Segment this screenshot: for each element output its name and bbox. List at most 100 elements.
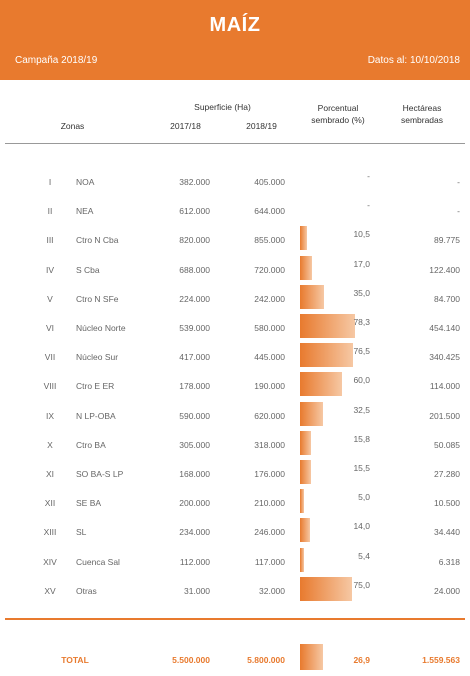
zone-number: I: [48, 177, 52, 187]
table-row: XIII SL 234.000 246.000 14,0 34.440: [0, 518, 470, 543]
pct-value: 5,4: [358, 550, 370, 561]
surface-2018: 720.000: [254, 264, 285, 275]
pct-bar: [300, 547, 304, 572]
zonas-header: Zonas: [60, 121, 85, 131]
pct-value: 15,8: [353, 433, 370, 444]
surface-2018: 405.000: [254, 177, 285, 187]
zone-name: Otras: [76, 585, 97, 596]
hectares-sown: 84.700: [434, 293, 460, 304]
surface-2017: 168.000: [179, 469, 210, 479]
pct-header: Porcentual sembrado (%): [311, 103, 365, 125]
pct-bar: [300, 284, 325, 309]
table-row: II NEA 612.000 644.000 - -: [0, 200, 470, 219]
surface-2018: 117.000: [254, 556, 285, 567]
table-row: IV S Cba 688.000 720.000 17,0 122.400: [0, 255, 470, 280]
surface-2018: 210.000: [254, 498, 285, 509]
hectares-sown: -: [457, 177, 460, 187]
hectares-sown: 27.280: [434, 469, 460, 479]
table-row: XIV Cuenca Sal 112.000 117.000 5,4 6.318: [0, 547, 470, 572]
zone-name: Núcleo Sur: [76, 352, 119, 363]
zone-number: XII: [44, 498, 56, 509]
pct-bar: [300, 460, 311, 484]
year-2018-header: 2018/19: [246, 121, 277, 131]
pct-bar: [300, 314, 355, 338]
surface-2018: 855.000: [254, 235, 285, 246]
table-row: I NOA 382.000 405.000 - -: [0, 171, 470, 190]
surface-2017: 305.000: [179, 439, 210, 450]
hectares-sown: 201.500: [429, 410, 460, 421]
surface-2017: 539.000: [179, 323, 210, 333]
table-row: V Ctro N SFe 224.000 242.000 35,0 84.700: [0, 284, 470, 309]
hectares-sown: 122.400: [429, 264, 460, 275]
surface-2017: 31.000: [184, 585, 210, 596]
zone-number: IX: [45, 410, 55, 421]
zone-number: VII: [44, 352, 56, 363]
header-banner: MAÍZ Campaña 2018/19 Datos al: 10/10/201…: [0, 0, 470, 80]
total-2018: 5.800.000: [247, 655, 285, 665]
surface-2017: 200.000: [179, 498, 210, 509]
total-row: TOTAL 5.500.000 5.800.000 26,9 1.559.563: [0, 644, 470, 670]
surface-2018: 445.000: [254, 352, 285, 363]
zone-name: N LP-OBA: [76, 410, 116, 421]
surface-2018: 620.000: [254, 410, 285, 421]
total-label: TOTAL: [61, 655, 89, 665]
pct-bar: [300, 372, 342, 397]
zone-number: XIV: [43, 556, 57, 567]
hectares-sown: 34.440: [434, 527, 460, 538]
zone-name: Cuenca Sal: [76, 556, 120, 567]
table-row: XII SE BA 200.000 210.000 5,0 10.500: [0, 489, 470, 514]
surface-2017: 820.000: [179, 235, 210, 246]
zone-number: XIII: [43, 527, 57, 538]
pct-bar: [300, 226, 308, 251]
pct-value: -: [367, 171, 370, 181]
surface-2017: 224.000: [179, 293, 210, 304]
pct-value: 17,0: [353, 258, 370, 269]
table-row: X Ctro BA 305.000 318.000 15,8 50.085: [0, 430, 470, 455]
surface-2018: 32.000: [259, 585, 285, 596]
surface-2018: 190.000: [254, 381, 285, 392]
zone-name: Núcleo Norte: [76, 323, 126, 333]
pct-value: 32,5: [353, 404, 370, 415]
pct-bar: [300, 343, 354, 368]
total-pct-bar: [300, 644, 324, 670]
pct-value: 5,0: [358, 492, 370, 503]
table-row: XV Otras 31.000 32.000 75,0 24.000: [0, 576, 470, 601]
zone-number: X: [47, 439, 53, 450]
surface-2018: 246.000: [254, 527, 285, 538]
pct-bar: [300, 430, 311, 455]
zone-number: V: [47, 293, 53, 304]
pct-bar: [300, 255, 312, 280]
hectares-sown: -: [457, 206, 460, 217]
year-2017-header: 2017/18: [170, 121, 201, 131]
total-pct: 26,9: [353, 655, 370, 665]
hectares-sown: 24.000: [434, 585, 460, 596]
surface-2018: 644.000: [254, 206, 285, 217]
surface-2017: 688.000: [179, 264, 210, 275]
zone-name: Ctro E ER: [76, 381, 115, 392]
superficie-header: Superficie (Ha): [194, 102, 251, 112]
header-divider: [5, 143, 465, 144]
surface-2017: 417.000: [179, 352, 210, 363]
zone-number: XV: [44, 585, 56, 596]
pct-bar: [300, 401, 323, 426]
campaign-label: Campaña 2018/19: [15, 55, 98, 66]
pct-bar: [300, 576, 353, 601]
hectares-sown: 340.425: [429, 352, 460, 363]
surface-2018: 242.000: [254, 293, 285, 304]
zone-name: Ctro BA: [76, 439, 106, 450]
pct-value: 76,5: [353, 346, 370, 357]
zone-number: VI: [45, 323, 55, 333]
table-row: VIII Ctro E ER 178.000 190.000 60,0 114.000: [0, 372, 470, 397]
zone-number: III: [46, 235, 54, 246]
surface-2018: 318.000: [254, 439, 285, 450]
surface-2017: 178.000: [179, 381, 210, 392]
table-row: VII Núcleo Sur 417.000 445.000 76,5 340.425: [0, 343, 470, 368]
zone-number: XI: [45, 469, 55, 479]
pct-value: 10,5: [353, 229, 370, 240]
pct-bar: [300, 489, 304, 514]
surface-2017: 590.000: [179, 410, 210, 421]
surface-2018: 580.000: [254, 323, 285, 333]
zone-name: SO BA-S LP: [76, 469, 124, 479]
zone-name: S Cba: [76, 264, 100, 275]
hectares-sown: 6.318: [438, 556, 460, 567]
